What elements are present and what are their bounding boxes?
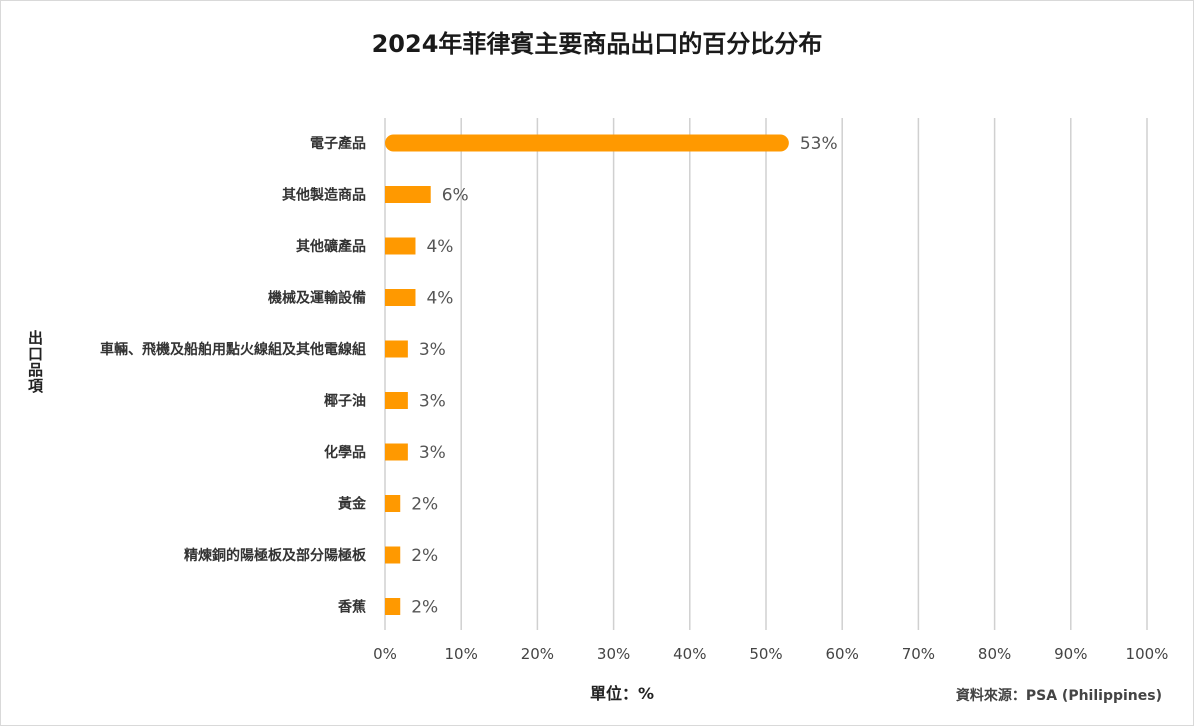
x-axis-label: 單位：% xyxy=(590,684,655,703)
data-label: 53% xyxy=(800,134,838,154)
bar xyxy=(385,392,408,409)
bar xyxy=(385,495,401,512)
bar xyxy=(385,237,416,255)
data-label: 4% xyxy=(426,289,453,309)
data-label: 2% xyxy=(411,546,438,566)
bar xyxy=(385,598,401,615)
data-label: 2% xyxy=(411,598,438,618)
bar xyxy=(385,134,789,152)
x-tick-label: 30% xyxy=(597,645,630,663)
category-label: 電子產品 xyxy=(310,135,366,152)
bar xyxy=(385,340,408,358)
category-label: 椰子油 xyxy=(324,393,366,410)
x-tick-label: 70% xyxy=(902,645,935,663)
x-tick-label: 50% xyxy=(749,645,782,663)
y-axis-label: 出口品項 xyxy=(26,330,44,394)
category-label: 其他製造商品 xyxy=(282,187,366,204)
data-label: 3% xyxy=(419,392,446,412)
x-tick-label: 0% xyxy=(373,645,397,663)
bar xyxy=(385,186,431,203)
source-note: 資料來源：PSA (Philippines) xyxy=(955,688,1162,704)
category-label: 其他礦產品 xyxy=(296,238,366,255)
bar xyxy=(385,289,416,306)
bar xyxy=(385,546,401,564)
data-label: 2% xyxy=(411,495,438,515)
x-tick-label: 100% xyxy=(1126,645,1169,663)
category-label: 化學品 xyxy=(324,444,366,461)
data-label: 6% xyxy=(442,186,469,206)
x-tick-label: 60% xyxy=(826,645,859,663)
category-label: 機械及運輸設備 xyxy=(268,290,366,307)
category-label: 黃金 xyxy=(337,496,367,513)
data-label: 3% xyxy=(419,340,446,360)
chart-title: 2024年菲律賓主要商品出口的百分比分布 xyxy=(371,30,823,58)
x-tick-label: 10% xyxy=(445,645,478,663)
category-label: 香蕉 xyxy=(337,599,366,616)
data-label: 4% xyxy=(426,237,453,257)
x-tick-label: 90% xyxy=(1054,645,1087,663)
x-tick-label: 80% xyxy=(978,645,1011,663)
x-tick-label: 20% xyxy=(521,645,554,663)
category-label: 車輛、飛機及船舶用點火線組及其他電線組 xyxy=(100,341,366,358)
data-label: 3% xyxy=(419,443,446,463)
category-label: 精煉銅的陽極板及部分陽極板 xyxy=(184,547,367,564)
x-tick-label: 40% xyxy=(673,645,706,663)
bar xyxy=(385,443,408,461)
